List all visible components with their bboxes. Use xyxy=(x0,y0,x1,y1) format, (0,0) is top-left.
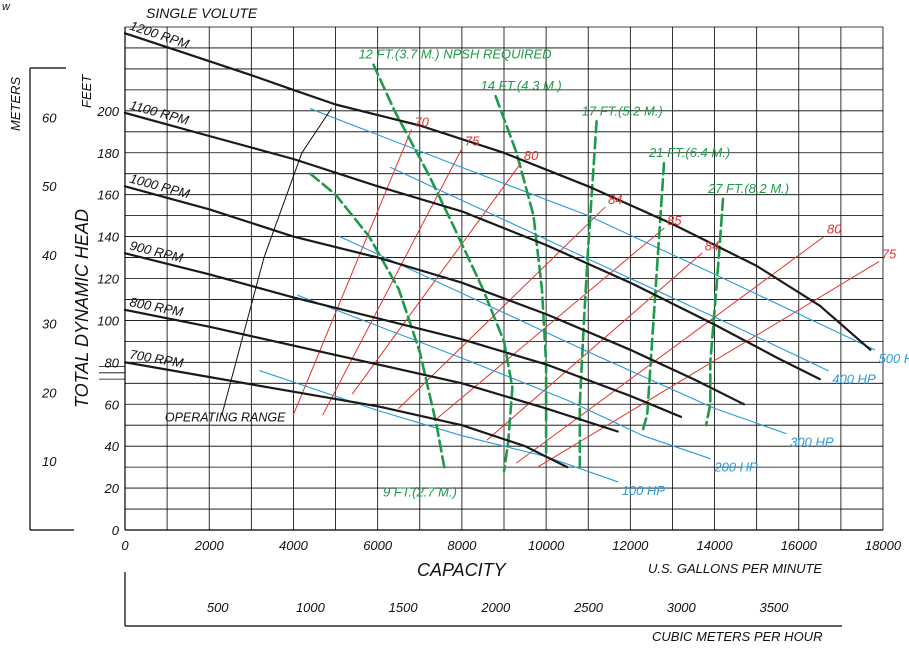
efficiency-line-75 xyxy=(537,261,880,468)
meter-tick-label: 40 xyxy=(42,248,57,263)
npsh-label: 17 FT.(5.2 M.) xyxy=(582,103,663,118)
y-tick-label: 60 xyxy=(105,397,120,412)
meter-tick-label: 30 xyxy=(42,317,57,332)
y-unit-label: FEET xyxy=(79,74,94,108)
x-tick-label: 14000 xyxy=(696,538,733,553)
grid xyxy=(124,26,884,531)
speed-curve-1200 RPM xyxy=(123,32,872,351)
speed-curve-1000 RPM xyxy=(123,185,746,406)
y-tick-label: 20 xyxy=(104,481,120,496)
y-tick-label: 180 xyxy=(97,146,119,161)
y-tick-label: 80 xyxy=(105,355,120,370)
chart-title: SINGLE VOLUTE xyxy=(146,5,258,21)
npsh-curve-0 xyxy=(309,172,447,473)
x-tick-label: 16000 xyxy=(781,538,818,553)
operating-range xyxy=(221,108,332,416)
y-tick-label: 100 xyxy=(97,313,119,328)
efficiency-label: 84 xyxy=(705,238,719,253)
hp-line-100 HP xyxy=(259,370,619,483)
meter-tick-label: 60 xyxy=(42,110,57,125)
npsh-curves xyxy=(309,63,725,473)
efficiency-label: 84 xyxy=(608,192,622,207)
efficiency-line-84 xyxy=(486,252,703,441)
hp-line-400 HP xyxy=(389,166,829,372)
hp-line-500 HP xyxy=(309,108,876,351)
m3h-tick-label: 2000 xyxy=(480,600,511,615)
efficiency-line-84 xyxy=(398,206,606,409)
npsh-curve-2 xyxy=(494,94,548,458)
speed-curve-900 RPM xyxy=(123,252,682,418)
npsh-label: 12 FT.(3.7 M.) NPSH REQUIRED xyxy=(358,47,551,62)
speed-curve-800 RPM xyxy=(123,308,619,433)
hp-label: 500 HP xyxy=(879,351,909,366)
hp-line-200 HP xyxy=(297,294,711,460)
hp-label: 100 HP xyxy=(622,483,666,498)
x-tick-label: 2000 xyxy=(194,538,225,553)
efficiency-line-70 xyxy=(292,129,412,416)
efficiency-line-80 xyxy=(351,162,522,395)
x-tick-label: 18000 xyxy=(865,538,902,553)
y-axis-title: TOTAL DYNAMIC HEAD xyxy=(72,209,92,408)
m3h-tick-label: 1500 xyxy=(389,600,419,615)
npsh-curve-3 xyxy=(578,120,598,469)
npsh-label: 21 FT.(6.4 M.) xyxy=(648,145,730,160)
efficiency-label: 75 xyxy=(465,134,480,149)
m3h-unit-label: CUBIC METERS PER HOUR xyxy=(652,629,822,644)
operating-range-label: OPERATING RANGE xyxy=(165,411,286,425)
speed-curves xyxy=(123,32,872,469)
efficiency-label: 80 xyxy=(524,148,539,163)
hp-line-300 HP xyxy=(339,236,787,435)
efficiency-label: 80 xyxy=(827,222,842,237)
npsh-label: 9 FT.(2.7 M.) xyxy=(383,484,457,499)
speed-label: 1200 RPM xyxy=(128,18,191,52)
m3h-tick-label: 3000 xyxy=(667,600,697,615)
efficiency-line-75 xyxy=(322,148,463,416)
y-tick-label: 120 xyxy=(97,272,119,287)
m3h-tick-label: 2500 xyxy=(573,600,604,615)
x-tick-label: 6000 xyxy=(363,538,393,553)
meter-unit-label: METERS xyxy=(8,77,23,132)
x-tick-label: 10000 xyxy=(528,538,565,553)
y-tick-label: 140 xyxy=(97,230,119,245)
hp-label: 300 HP xyxy=(790,435,834,450)
x-unit-label: U.S. GALLONS PER MINUTE xyxy=(648,561,822,576)
x-tick-label: 12000 xyxy=(612,538,649,553)
efficiency-label: 85 xyxy=(667,213,682,228)
x-tick-label: 4000 xyxy=(279,538,309,553)
npsh-label: 14 FT.(4.3 M.) xyxy=(481,78,562,93)
y-tick-label: 0 xyxy=(112,523,120,538)
meter-tick-label: 10 xyxy=(42,454,57,469)
efficiency-line-85 xyxy=(436,227,665,420)
npsh-label: 27 FT.(8.2 M.) xyxy=(707,181,789,196)
y-tick-label: 160 xyxy=(97,188,119,203)
x-axis-title: CAPACITY xyxy=(417,560,508,580)
operating-range-line xyxy=(221,108,332,416)
hp-label: 400 HP xyxy=(832,372,876,387)
efficiency-line-80 xyxy=(516,236,825,464)
meter-tick-label: 20 xyxy=(41,385,57,400)
speed-curve-700 RPM xyxy=(123,361,569,469)
npsh-curve-4 xyxy=(641,161,666,431)
corner-label: w xyxy=(2,1,11,13)
horsepower-lines xyxy=(259,108,876,483)
y-tick-label: 40 xyxy=(105,439,120,454)
meter-tick-label: 50 xyxy=(42,179,57,194)
y-tick-label: 200 xyxy=(96,104,119,119)
hp-label: 200 HP xyxy=(713,460,758,475)
m3h-tick-label: 500 xyxy=(207,600,229,615)
m3h-tick-label: 1000 xyxy=(296,600,326,615)
axes xyxy=(29,27,883,627)
speed-curve-1100 RPM xyxy=(123,111,821,381)
x-tick-label: 0 xyxy=(121,538,129,553)
m3h-tick-label: 3500 xyxy=(759,600,789,615)
x-tick-label: 8000 xyxy=(447,538,477,553)
npsh-curve-1 xyxy=(372,63,514,473)
efficiency-label: 75 xyxy=(882,247,897,262)
efficiency-label: 70 xyxy=(414,115,429,130)
